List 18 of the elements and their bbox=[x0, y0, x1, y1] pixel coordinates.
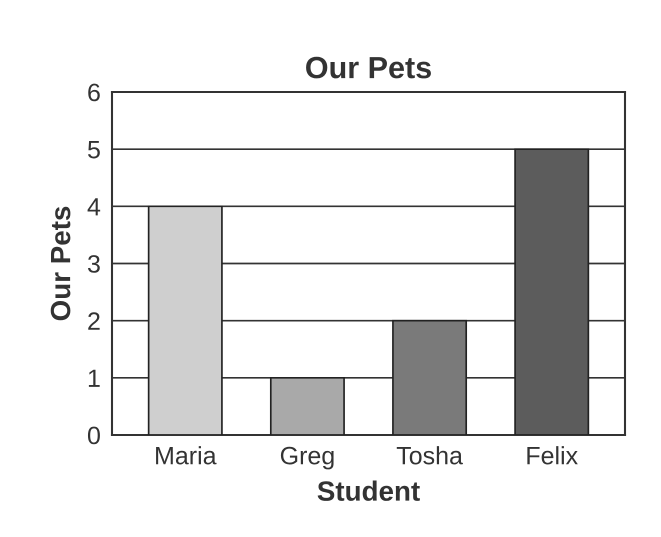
bar bbox=[148, 206, 223, 435]
bar bbox=[392, 320, 468, 435]
chart-title: Our Pets bbox=[306, 56, 431, 78]
bar bbox=[514, 148, 590, 435]
x-tick-label: Maria bbox=[156, 446, 217, 464]
x-tick-label: Felix bbox=[527, 446, 578, 464]
y-tick-label: 5 bbox=[88, 141, 100, 158]
y-tick-label: 1 bbox=[88, 370, 100, 387]
x-tick-label: Tosha bbox=[396, 446, 463, 464]
bar bbox=[270, 377, 345, 435]
y-tick-label: 2 bbox=[88, 312, 100, 330]
y-tick-label: 3 bbox=[88, 255, 100, 273]
x-tick-label: Greg bbox=[280, 446, 334, 470]
y-tick-label: 0 bbox=[88, 426, 100, 444]
y-tick-label: 6 bbox=[88, 84, 100, 102]
y-axis-title: Our Pets bbox=[50, 206, 70, 320]
x-axis-title: Student bbox=[318, 480, 420, 501]
y-tick-label: 4 bbox=[88, 198, 100, 216]
